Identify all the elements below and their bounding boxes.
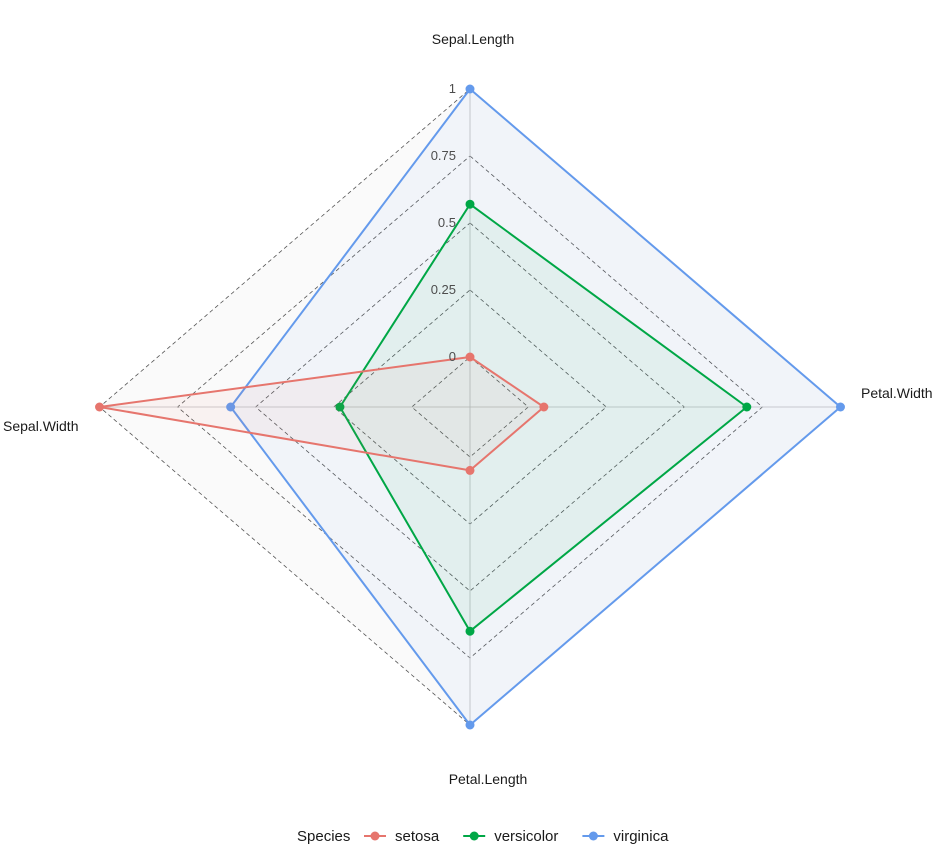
legend-key-dot-virginica bbox=[588, 831, 598, 841]
radar-tick-labels: 0 0.25 0.5 0.75 1 bbox=[431, 81, 456, 364]
tick-label: 0 bbox=[449, 349, 456, 364]
axis-label-petal-width: Petal.Width bbox=[861, 385, 933, 401]
data-point-setosa-petal-length bbox=[465, 465, 475, 475]
tick-label: 1 bbox=[449, 81, 456, 96]
legend-label-setosa: setosa bbox=[395, 828, 440, 845]
grid-ring-2 bbox=[255, 222, 685, 592]
radar-axis-labels: Sepal.Length Petal.Width Petal.Length Sepal… bbox=[3, 31, 933, 787]
data-point-setosa-sepal-width bbox=[95, 402, 105, 412]
legend-label-virginica: virginica bbox=[613, 828, 669, 845]
axis-label-petal-length: Petal.Length bbox=[449, 771, 528, 787]
radar-series bbox=[95, 84, 845, 730]
tick-label: 0.75 bbox=[431, 148, 456, 163]
grid-ring-0 bbox=[411, 356, 529, 458]
data-point-versicolor-sepal-width bbox=[335, 402, 345, 412]
data-point-virginica-petal-length bbox=[465, 720, 475, 730]
data-point-versicolor-sepal-length bbox=[465, 199, 475, 209]
data-point-setosa-sepal-length bbox=[465, 352, 475, 362]
axis-label-sepal-width: Sepal.Width bbox=[3, 418, 78, 434]
data-point-virginica-petal-width bbox=[835, 402, 845, 412]
data-point-virginica-sepal-width bbox=[226, 402, 236, 412]
tick-label: 0.5 bbox=[438, 215, 456, 230]
tick-label: 0.25 bbox=[431, 282, 456, 297]
data-point-versicolor-petal-width bbox=[742, 402, 752, 412]
legend-key-dot-versicolor bbox=[469, 831, 479, 841]
legend: Species setosa versicolor virginica bbox=[297, 828, 669, 845]
axis-label-sepal-length: Sepal.Length bbox=[432, 31, 515, 47]
data-point-setosa-petal-width bbox=[539, 402, 549, 412]
legend-key-dot-setosa bbox=[370, 831, 380, 841]
legend-title: Species bbox=[297, 828, 350, 845]
data-point-versicolor-petal-length bbox=[465, 626, 475, 636]
data-point-virginica-sepal-length bbox=[465, 84, 475, 94]
legend-label-versicolor: versicolor bbox=[494, 828, 558, 845]
